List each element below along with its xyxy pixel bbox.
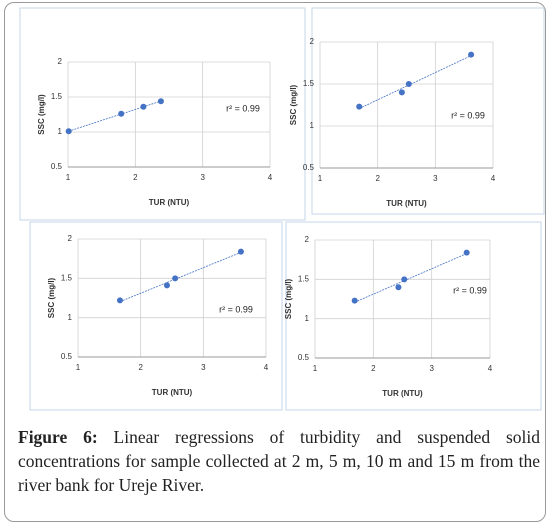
point — [356, 103, 363, 110]
y-tick-label: 2 — [305, 235, 310, 244]
point — [116, 297, 123, 304]
x-tick-label: 1 — [313, 364, 318, 373]
y-tick-label: 1 — [68, 313, 73, 322]
annotation: r² = 0.99 — [451, 110, 485, 120]
y-tick-label: 1 — [58, 127, 63, 136]
y-tick-label: 1 — [305, 314, 310, 323]
y-tick-label: 2 — [68, 234, 73, 243]
point — [398, 89, 405, 96]
x-tick-label: 4 — [491, 174, 496, 183]
y-axis-label: SSC (mg/l) — [289, 84, 298, 125]
y-tick-label: 0.5 — [61, 352, 73, 361]
y-axis-label: SSC (mg/l) — [37, 94, 46, 135]
x-tick-label: 3 — [200, 173, 205, 182]
panel — [311, 7, 545, 215]
caption-label: Figure 6: — [18, 427, 98, 447]
point — [395, 284, 402, 291]
x-tick-label: 1 — [76, 363, 81, 372]
x-axis-label: TUR (NTU) — [152, 388, 193, 397]
y-tick-label: 1.5 — [298, 274, 310, 283]
panel — [285, 221, 542, 411]
x-axis-label: TUR (NTU) — [386, 199, 427, 208]
trendline — [119, 251, 242, 303]
x-tick-label: 3 — [201, 363, 206, 372]
x-tick-label: 4 — [268, 173, 273, 182]
caption: Figure 6: Linear regressions of turbidit… — [18, 425, 540, 497]
y-tick-label: 2 — [58, 57, 63, 66]
trendline — [359, 55, 472, 109]
point — [140, 103, 147, 110]
trendline — [68, 100, 162, 132]
x-tick-label: 3 — [429, 364, 434, 373]
point — [65, 128, 72, 135]
x-tick-label: 3 — [433, 174, 438, 183]
point — [118, 110, 125, 117]
y-axis-label: SSC (mg/l) — [47, 277, 56, 318]
y-tick-label: 2 — [310, 37, 315, 46]
point — [157, 98, 164, 105]
y-tick-label: 1 — [310, 121, 315, 130]
annotation: r² = 0.99 — [219, 304, 253, 314]
annotation: r² = 0.99 — [226, 103, 260, 113]
x-tick-label: 4 — [264, 363, 269, 372]
y-tick-label: 0.5 — [303, 163, 315, 172]
point — [405, 81, 412, 87]
x-tick-label: 2 — [371, 364, 376, 373]
y-tick-label: 0.5 — [298, 353, 310, 362]
y-tick-label: 1.5 — [61, 273, 73, 282]
x-axis-label: TUR (NTU) — [149, 198, 190, 207]
y-tick-label: 1.5 — [51, 92, 63, 101]
point — [401, 276, 408, 283]
panel — [19, 7, 306, 221]
x-axis-label: TUR (NTU) — [382, 389, 423, 398]
y-tick-label: 1.5 — [303, 79, 315, 88]
point — [237, 248, 244, 255]
panel — [29, 221, 283, 411]
x-tick-label: 1 — [318, 174, 323, 183]
annotation: r² = 0.99 — [453, 285, 487, 295]
x-tick-label: 2 — [133, 173, 138, 182]
figure-frame — [4, 2, 546, 522]
point — [163, 282, 170, 289]
x-tick-label: 4 — [488, 364, 493, 373]
point — [351, 297, 358, 304]
y-axis-label: SSC (mg/l) — [284, 278, 293, 319]
y-tick-label: 0.5 — [51, 162, 63, 171]
trendline — [354, 253, 467, 303]
point — [468, 51, 475, 58]
x-tick-label: 2 — [138, 363, 143, 372]
point — [463, 249, 470, 256]
caption-text: Linear regressions of turbidity and susp… — [18, 427, 540, 495]
point — [172, 275, 179, 282]
x-tick-label: 2 — [375, 174, 380, 183]
x-tick-label: 1 — [66, 173, 71, 182]
